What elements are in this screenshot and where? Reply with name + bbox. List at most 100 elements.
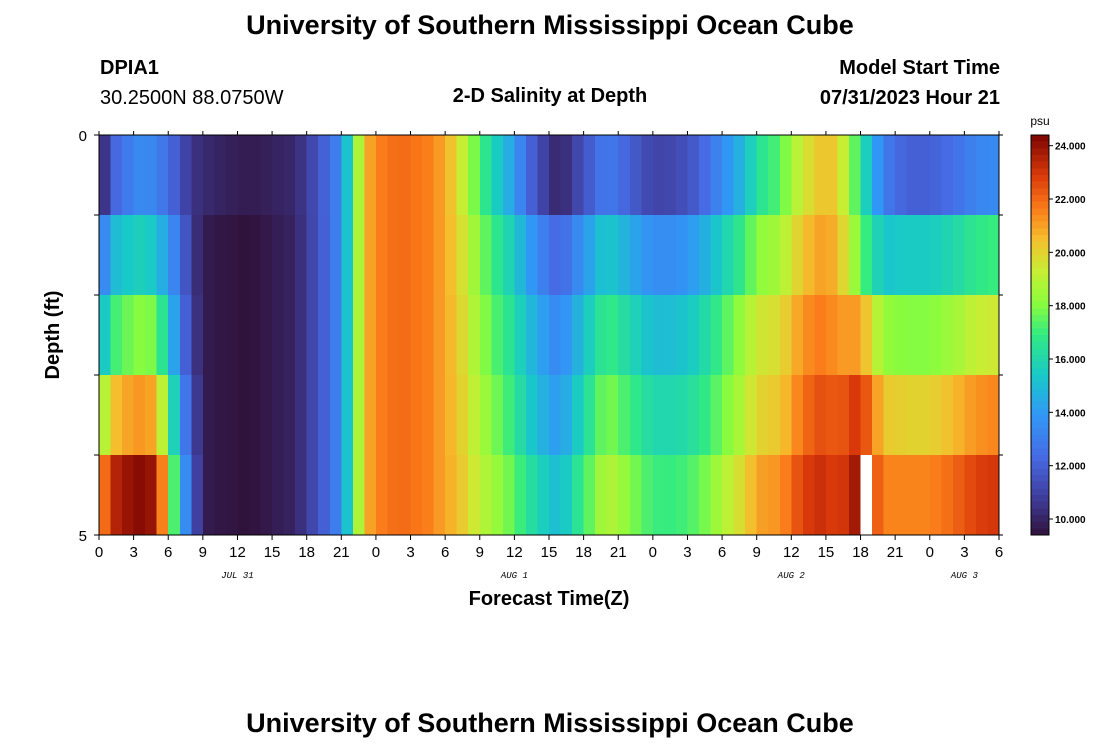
x-tick-label: 3 — [683, 544, 691, 561]
heatmap-cell — [387, 135, 400, 216]
heatmap-cell — [906, 295, 919, 376]
heatmap-cell — [468, 135, 481, 216]
y-tick-label: 5 — [79, 528, 87, 545]
heatmap-cell — [272, 455, 285, 536]
colorbar-band — [1031, 288, 1049, 296]
heatmap-cell — [733, 295, 746, 376]
heatmap-cell — [618, 215, 631, 296]
heatmap-cell — [768, 375, 781, 456]
colorbar-tick-label: 10.000 — [1055, 515, 1086, 526]
heatmap-cell — [168, 135, 181, 216]
heatmap-cell — [883, 135, 896, 216]
heatmap-cell — [237, 135, 250, 216]
x-axis-label: Forecast Time(Z) — [469, 588, 630, 610]
heatmap-cell — [110, 135, 123, 216]
heatmap-cell — [549, 215, 562, 296]
colorbar-band — [1031, 381, 1049, 389]
x-tick-label: 18 — [298, 544, 315, 561]
heatmap-cell — [652, 455, 665, 536]
colorbar-band — [1031, 475, 1049, 483]
heatmap-cell — [918, 455, 931, 536]
heatmap-cell — [987, 375, 1000, 456]
heatmap-cell — [445, 375, 458, 456]
heatmap-cell — [987, 215, 1000, 296]
heatmap-cell — [687, 455, 700, 536]
heatmap-cell — [318, 215, 331, 296]
heatmap-cell — [825, 295, 839, 376]
heatmap-cell — [122, 215, 135, 296]
heatmap-cell — [272, 295, 285, 376]
heatmap-cell — [929, 375, 942, 456]
heatmap-cell — [722, 455, 735, 536]
heatmap-cell — [849, 295, 862, 376]
heatmap-cell — [975, 455, 989, 536]
colorbar-band — [1031, 168, 1049, 176]
heatmap-cell — [618, 375, 631, 456]
heatmap-cell — [595, 375, 608, 456]
colorbar-band — [1031, 375, 1049, 383]
heatmap-cell — [329, 455, 342, 536]
heatmap-cell — [202, 215, 215, 296]
x-tick-label: 6 — [718, 544, 726, 561]
heatmap-cell — [433, 135, 446, 216]
station-coordinates: 30.2500N 88.0750W — [100, 87, 284, 109]
heatmap-cell — [202, 455, 215, 536]
colorbar-band — [1031, 481, 1049, 489]
heatmap-cell — [872, 135, 885, 216]
heatmap-cell — [145, 135, 158, 216]
heatmap-cell — [791, 215, 804, 296]
heatmap-cell — [560, 215, 573, 296]
colorbar-band — [1031, 155, 1049, 163]
colorbar-band — [1031, 148, 1049, 156]
heatmap-cell — [502, 215, 515, 296]
heatmap-cell — [895, 455, 908, 536]
heatmap-cell — [364, 135, 377, 216]
heatmap-cell — [318, 295, 331, 376]
x-tick-label: 15 — [541, 544, 558, 561]
heatmap-cell — [941, 375, 954, 456]
heatmap-cell — [479, 295, 492, 376]
heatmap-cell — [664, 215, 677, 296]
colorbar-band — [1031, 461, 1049, 469]
heatmap-cell — [872, 455, 885, 536]
heatmap-cell — [699, 455, 712, 536]
x-tick-label: 3 — [960, 544, 968, 561]
colorbar-band — [1031, 181, 1049, 189]
heatmap-cell — [825, 375, 839, 456]
heatmap-cell — [329, 135, 342, 216]
heatmap-cell — [768, 295, 781, 376]
heatmap-cell — [722, 375, 735, 456]
heatmap-cell — [364, 215, 377, 296]
heatmap-cell — [814, 295, 827, 376]
heatmap-cell — [572, 455, 585, 536]
heatmap-cell — [595, 455, 608, 536]
heatmap-cell — [814, 135, 827, 216]
heatmap-cell — [883, 375, 896, 456]
heatmap-cell — [468, 215, 481, 296]
heatmap-cell — [110, 375, 123, 456]
heatmap-cell — [860, 375, 873, 456]
heatmap-cell — [722, 215, 735, 296]
heatmap-cell — [710, 455, 723, 536]
heatmap-cell — [952, 375, 965, 456]
date-label: AUG 1 — [500, 571, 528, 581]
heatmap-cell — [491, 135, 504, 216]
heatmap-cell — [710, 135, 723, 216]
heatmap-cell — [514, 455, 527, 536]
colorbar-band — [1031, 135, 1049, 143]
heatmap-cell — [583, 135, 596, 216]
heatmap-cell — [699, 135, 712, 216]
heatmap-cell — [479, 135, 492, 216]
colorbar-band — [1031, 315, 1049, 323]
heatmap-cell — [560, 455, 573, 536]
colorbar-band — [1031, 228, 1049, 236]
x-tick-label: 9 — [476, 544, 484, 561]
heatmap-cell — [479, 375, 492, 456]
heatmap-cell — [168, 455, 181, 536]
heatmap-cell — [399, 295, 412, 376]
heatmap-cell — [975, 295, 989, 376]
heatmap-cell — [375, 375, 389, 456]
x-tick-label: 6 — [441, 544, 449, 561]
heatmap-cell — [122, 455, 135, 536]
heatmap-cell — [975, 215, 989, 296]
